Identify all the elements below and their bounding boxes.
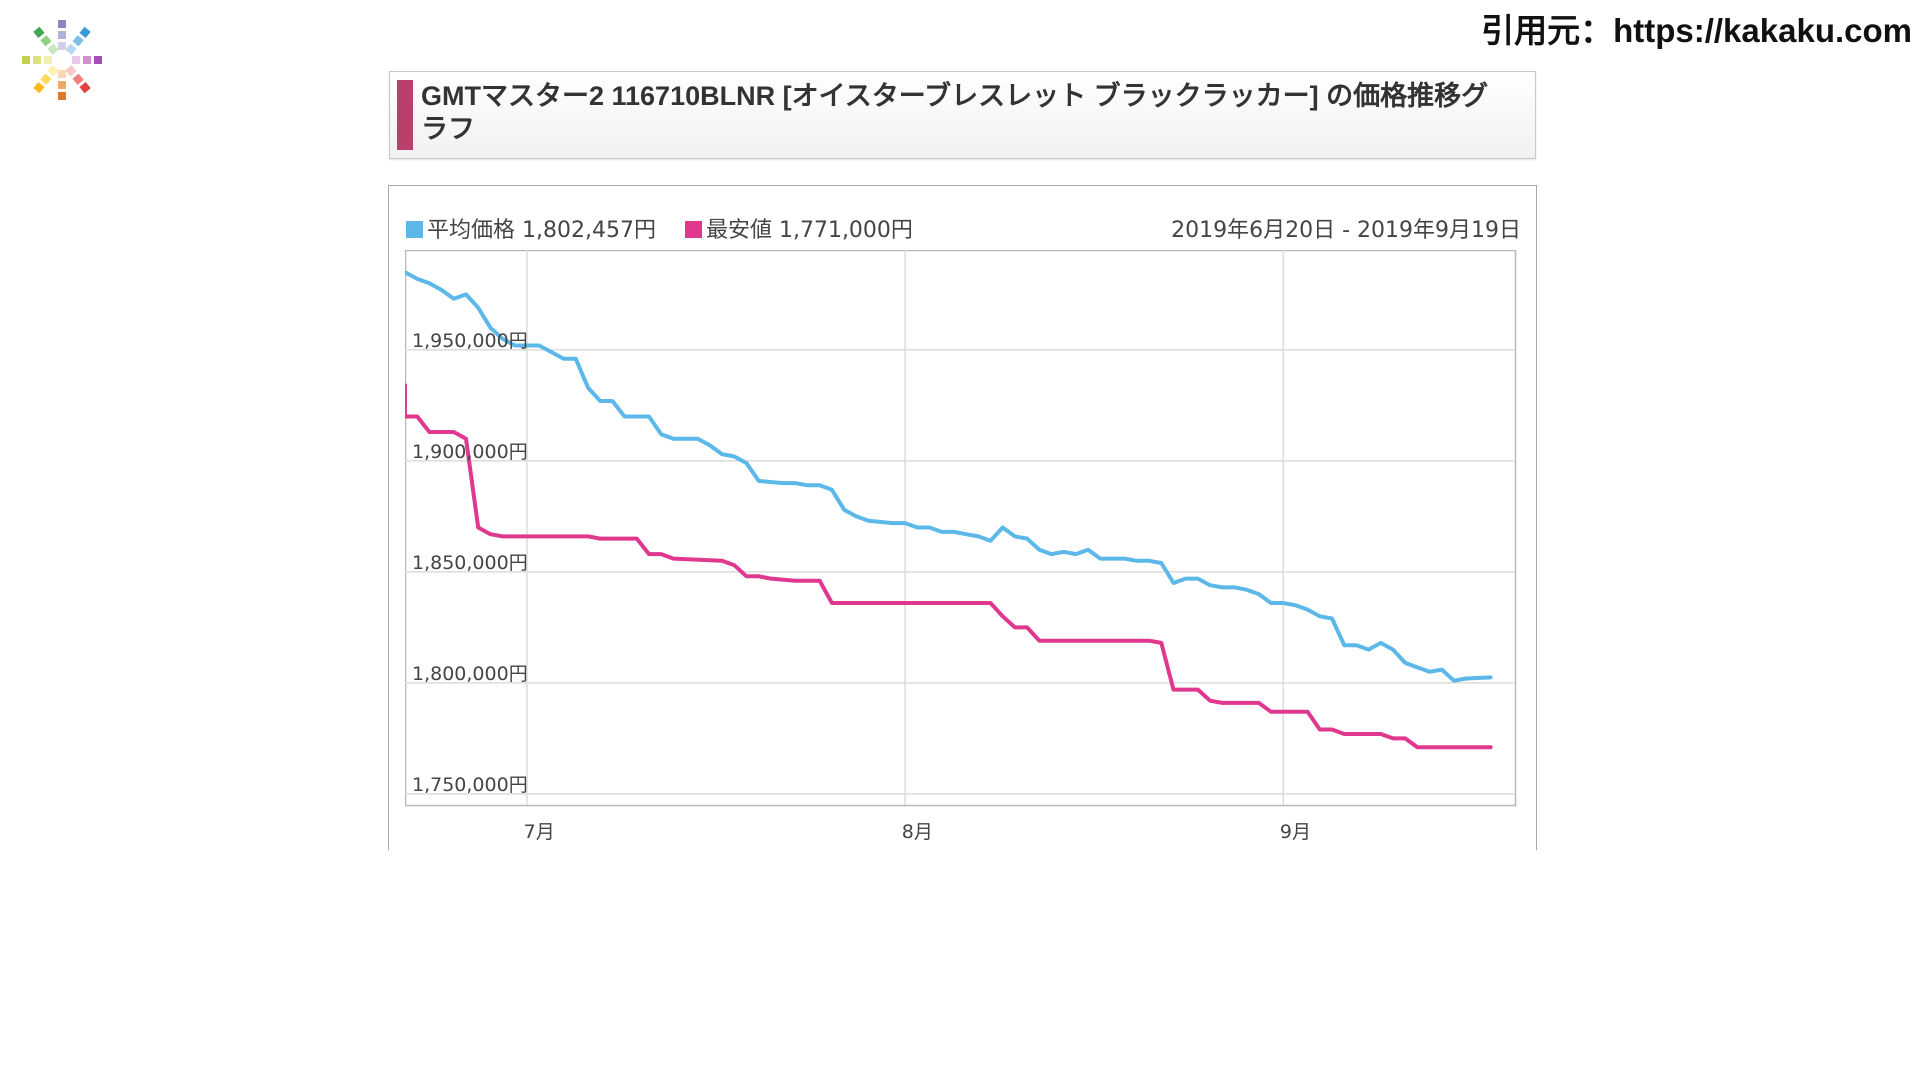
y-tick-label: 1,900,000円: [412, 441, 528, 463]
x-tick-label: 8月: [902, 821, 933, 843]
chart-title-box: GMTマスター2 116710BLNR [オイスターブレスレット ブラックラッカ…: [389, 71, 1536, 159]
legend-swatch-avg: [406, 221, 423, 238]
chart-legend: 平均価格 1,802,457円 最安値 1,771,000円: [406, 212, 935, 244]
y-tick-label: 1,850,000円: [412, 552, 528, 574]
kakaku-logo: [22, 20, 102, 100]
legend-item-avg: 平均価格 1,802,457円: [406, 212, 656, 244]
x-tick-label: 7月: [524, 821, 555, 843]
series-line-min: [405, 383, 1493, 750]
price-chart: 1,750,000円 1,800,000円 1,850,000円 1,900,000円…: [405, 250, 1517, 843]
legend-item-min: 最安値 1,771,000円: [684, 212, 913, 244]
title-accent-bar: [397, 80, 413, 150]
legend-label-avg: 平均価格 1,802,457円: [427, 218, 656, 243]
date-range: 2019年6月20日 - 2019年9月19日: [1171, 218, 1521, 243]
series-line-avg: [405, 270, 1493, 683]
y-tick-label: 1,950,000円: [412, 330, 528, 352]
x-tick-label: 9月: [1280, 821, 1311, 843]
chart-title: GMTマスター2 116710BLNR [オイスターブレスレット ブラックラッカ…: [421, 81, 1489, 144]
legend-label-min: 最安値 1,771,000円: [705, 218, 913, 243]
y-tick-label: 1,800,000円: [412, 663, 528, 685]
chart-panel: 平均価格 1,802,457円 最安値 1,771,000円 2019年6月20…: [388, 185, 1537, 850]
y-tick-label: 1,750,000円: [412, 774, 528, 796]
legend-swatch-min: [684, 221, 702, 238]
source-citation: 引用元：https://kakaku.com: [1481, 12, 1912, 49]
plot-area: [405, 250, 1517, 807]
